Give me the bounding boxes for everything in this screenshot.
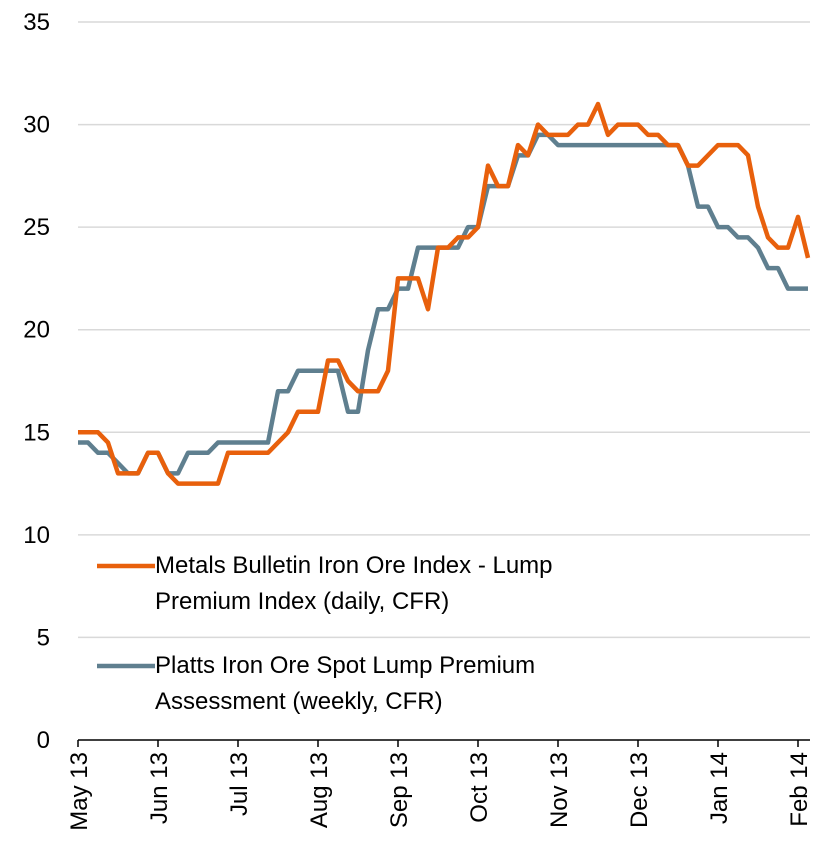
x-tick-label: Oct 13: [466, 752, 493, 823]
y-tick-label: 30: [23, 112, 50, 139]
x-tick-label: Jun 13: [146, 752, 173, 824]
series-line: [78, 132, 808, 476]
y-tick-label: 20: [23, 317, 50, 344]
legend-label: Platts Iron Ore Spot Lump Premium Assess…: [155, 652, 536, 715]
x-tick-label: Jul 13: [226, 752, 253, 816]
x-tick-label: Sep 13: [386, 752, 413, 828]
y-tick-label: 25: [23, 214, 50, 241]
x-tick-label: Feb 14: [786, 752, 813, 827]
legend-label: Metals Bulletin Iron Ore Index - Lump Pr…: [155, 552, 553, 615]
x-tick-label: Aug 13: [306, 752, 333, 828]
y-tick-label: 10: [23, 522, 50, 549]
y-tick-label: 0: [37, 727, 50, 754]
y-tick-label: 5: [37, 624, 50, 651]
y-tick-label: 15: [23, 419, 50, 446]
x-tick-label: Dec 13: [626, 752, 653, 828]
x-tick-label: Nov 13: [546, 752, 573, 828]
series-line: [78, 101, 811, 486]
x-tick-label: Jan 14: [706, 752, 733, 824]
y-tick-label: 35: [23, 9, 50, 36]
x-tick-label: May 13: [66, 752, 93, 831]
